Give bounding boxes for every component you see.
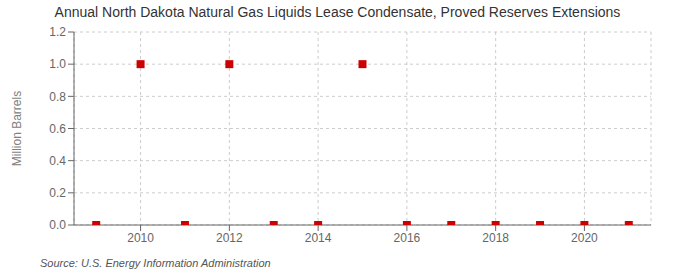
html-text:Source: U.S. Energy Informatio: Source: U.S. Energy Information Administ… [40,257,271,269]
svg-text:1.0: 1.0 [49,57,66,71]
svg-text:0.0: 0.0 [49,218,66,232]
svg-text:2014: 2014 [305,231,332,245]
svg-text:0.8: 0.8 [49,90,66,104]
svg-text:2016: 2016 [394,231,421,245]
svg-text:2010: 2010 [127,231,154,245]
svg-text:1.2: 1.2 [49,25,66,39]
svg-text:2012: 2012 [216,231,243,245]
svg-text:0.4: 0.4 [49,154,66,168]
svg-text:0.2: 0.2 [49,186,66,200]
svg-text:2020: 2020 [571,231,598,245]
svg-text:0.6: 0.6 [49,122,66,136]
svg-text:2018: 2018 [482,231,509,245]
html-text:Annual North Dakota Natural Ga: Annual North Dakota Natural Gas Liquids … [54,4,621,20]
svg-text:Million Barrels: Million Barrels [10,91,24,166]
